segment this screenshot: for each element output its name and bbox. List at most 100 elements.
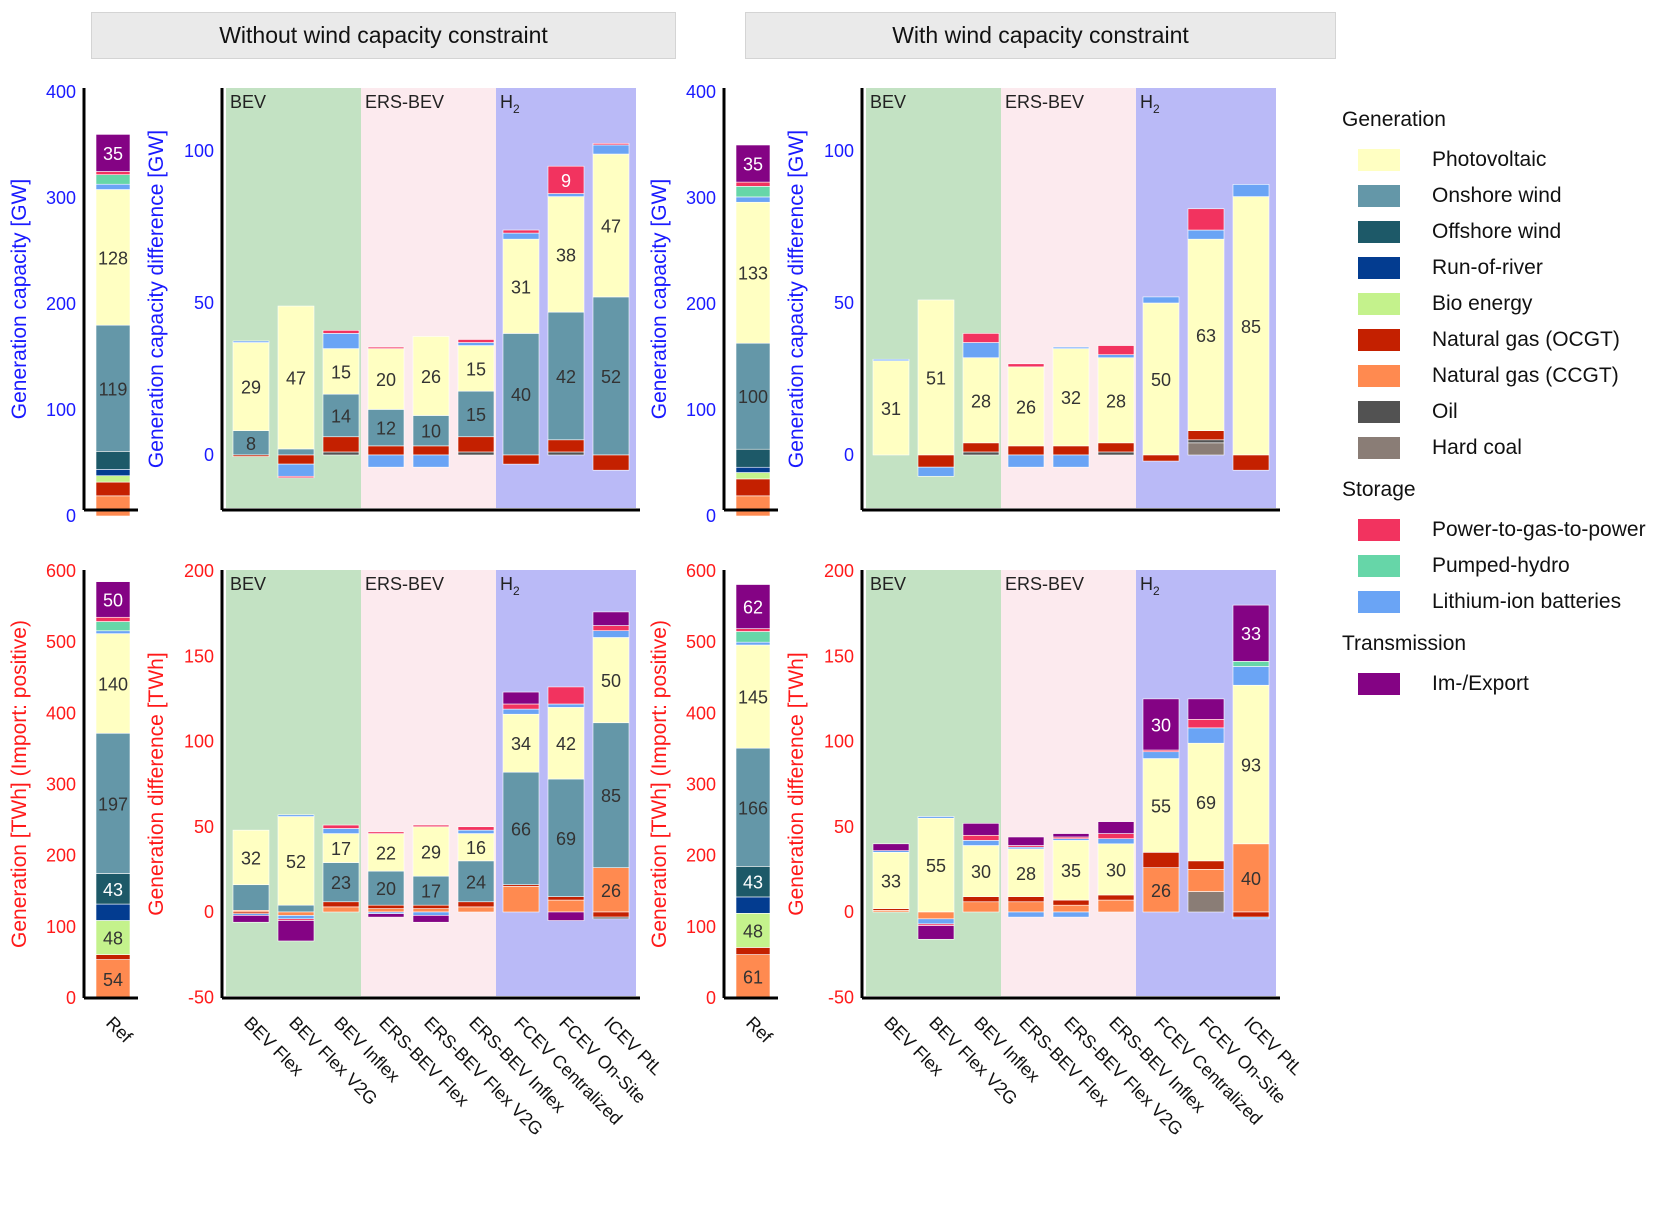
data-label-photovoltaic: 32 [1061, 388, 1081, 408]
bar-icev-ptl-lithium-ion-batteries [1232, 184, 1270, 197]
data-label-photovoltaic: 15 [331, 362, 351, 382]
legend-label: Oil [1432, 400, 1458, 423]
data-label-photovoltaic: 20 [376, 370, 396, 390]
data-label-onshore-wind: 100 [738, 387, 768, 407]
bar-ref-offshore-wind [95, 451, 131, 470]
bar-ers-bev-flex-v2g-lithium-ion-batteries [412, 911, 450, 916]
data-label-photovoltaic: 69 [1196, 793, 1216, 813]
band-label-bev: BEV [870, 92, 906, 112]
bar-icev-ptl-photovoltaic [1232, 196, 1270, 456]
data-label-onshore-wind: 17 [421, 882, 441, 902]
bar-ref-im-export [95, 134, 131, 172]
bar-bev-flex-v2g-photovoltaic [917, 299, 955, 456]
data-label-onshore-wind: 14 [331, 406, 351, 426]
bar-fcev-centralized-im-export [502, 691, 540, 705]
bar-bev-inflex-natural-gas-ccgt [322, 906, 360, 913]
bar-ref-bio-energy [95, 920, 131, 955]
bar-ref-pumped-hydro [735, 186, 771, 198]
band-label-ers-bev: ERS-BEV [365, 574, 444, 594]
bar-fcev-on-site-power-to-gas-to-power [547, 686, 585, 705]
bar-icev-ptl-lithium-ion-batteries [592, 630, 630, 638]
y-tick-label: 50 [834, 817, 854, 837]
bar-fcev-on-site-natural-gas-ccgt [1187, 869, 1225, 892]
bar-ers-bev-flex-photovoltaic [1007, 848, 1045, 897]
legend-group-title: Transmission [1342, 632, 1467, 655]
bar-bev-flex-v2g-lithium-ion-batteries [277, 463, 315, 477]
legend-swatch [1358, 293, 1400, 315]
data-label-offshore-wind: 43 [743, 873, 763, 893]
bar-icev-ptl-natural-gas-ccgt [1232, 843, 1270, 913]
bar-ers-bev-inflex-power-to-gas-to-power [1097, 345, 1135, 355]
bar-fcev-centralized-power-to-gas-to-power [502, 229, 540, 234]
band-ers-bev [361, 570, 501, 996]
bar-icev-ptl-natural-gas-ocgt [592, 454, 630, 471]
data-label-onshore-wind: 23 [331, 873, 351, 893]
bar-ers-bev-flex-v2g-lithium-ion-batteries [1052, 454, 1090, 468]
y-tick-label: 100 [686, 400, 716, 420]
bar-bev-inflex-im-export [962, 823, 1000, 836]
y-tick-label: 150 [184, 646, 214, 666]
y-axis-title: Generation [TWh] (Import: positive) [8, 620, 31, 948]
bar-ers-bev-flex-natural-gas-ocgt [367, 445, 405, 456]
bar-ers-bev-inflex-photovoltaic [1097, 843, 1135, 896]
bar-fcev-on-site-natural-gas-ocgt [1187, 430, 1225, 441]
bar-icev-ptl-lithium-ion-batteries [592, 144, 630, 155]
bar-ers-bev-flex-v2g-onshore-wind [412, 415, 450, 447]
bar-icev-ptl-onshore-wind [592, 722, 630, 868]
bar-ers-bev-flex-v2g-photovoltaic [412, 826, 450, 877]
y-tick-label: 100 [824, 141, 854, 161]
data-label-natural-gas-ccgt: 54 [103, 970, 123, 990]
y-tick-label: 300 [46, 775, 76, 795]
bar-icev-ptl-onshore-wind [592, 296, 630, 456]
bar-ers-bev-flex-v2g-lithium-ion-batteries [1052, 911, 1090, 918]
bar-fcev-on-site-oil [547, 451, 585, 456]
bar-ers-bev-inflex-power-to-gas-to-power [457, 826, 495, 831]
bar-ers-bev-flex-natural-gas-ocgt [1007, 896, 1045, 903]
bar-bev-inflex-natural-gas-ocgt [962, 442, 1000, 453]
bar-fcev-centralized-onshore-wind [502, 771, 540, 886]
panel-gen-ref-right: 61 48 43 166 145 62 0 100 200 300 400 500 600 Generat… [648, 561, 778, 1047]
legend-item-onshore-wind: Onshore wind [1342, 178, 1652, 214]
bar-fcev-centralized-natural-gas-ocgt [1142, 852, 1180, 868]
bar-bev-flex-lithium-ion-batteries [232, 340, 270, 343]
bar-ers-bev-flex-v2g-im-export [412, 915, 450, 923]
bar-bev-inflex-photovoltaic [962, 357, 1000, 444]
bar-ref-onshore-wind [95, 324, 131, 452]
y-axis-title: Generation capacity [GW] [8, 179, 31, 419]
panel-cap-ref-left: 119 128 35 0 100 200 300 400 Generation capacity… [8, 82, 138, 526]
bar-bev-inflex-photovoltaic [322, 348, 360, 395]
legend-label: Onshore wind [1432, 184, 1562, 207]
bar-bev-flex-onshore-wind [232, 884, 270, 911]
band-label-ers-bev: ERS-BEV [1005, 92, 1084, 112]
legend-swatch [1358, 591, 1400, 613]
bar-ers-bev-inflex-natural-gas-ocgt [457, 436, 495, 453]
data-label-photovoltaic: 63 [1196, 326, 1216, 346]
bar-bev-inflex-power-to-gas-to-power [962, 834, 1000, 841]
bar-fcev-on-site-oil [1187, 439, 1225, 444]
bar-fcev-on-site-onshore-wind [547, 778, 585, 897]
bar-bev-inflex-natural-gas-ocgt [322, 436, 360, 453]
bar-ref-pumped-hydro [95, 621, 131, 632]
data-label-photovoltaic: 42 [556, 734, 576, 754]
legend-item-offshore-wind: Offshore wind [1342, 214, 1652, 250]
legend-item-natural-gas-ccgt: Natural gas (CCGT) [1342, 358, 1652, 394]
bar-ers-bev-inflex-power-to-gas-to-power [457, 339, 495, 343]
bar-fcev-centralized-lithium-ion-batteries [502, 708, 540, 715]
data-label-photovoltaic: 16 [466, 838, 486, 858]
bar-ref-power-to-gas-to-power [735, 628, 771, 632]
data-label-onshore-wind: 197 [98, 794, 128, 814]
bar-icev-ptl-natural-gas-ccgt [592, 867, 630, 913]
y-tick-label: 0 [66, 988, 76, 1008]
bar-ers-bev-flex-v2g-photovoltaic [1052, 348, 1090, 447]
legend-swatch [1358, 221, 1400, 243]
data-label-im-export: 62 [743, 598, 763, 618]
bar-bev-inflex-lithium-ion-batteries [322, 333, 360, 349]
bar-fcev-centralized-photovoltaic [1142, 302, 1180, 456]
bar-ers-bev-flex-lithium-ion-batteries [1007, 454, 1045, 468]
bar-icev-ptl-power-to-gas-to-power [592, 143, 630, 146]
legend-group-title: Storage [1342, 478, 1416, 501]
y-tick-label: 0 [844, 445, 854, 465]
bar-bev-flex-v2g-lithium-ion-batteries [917, 816, 955, 819]
